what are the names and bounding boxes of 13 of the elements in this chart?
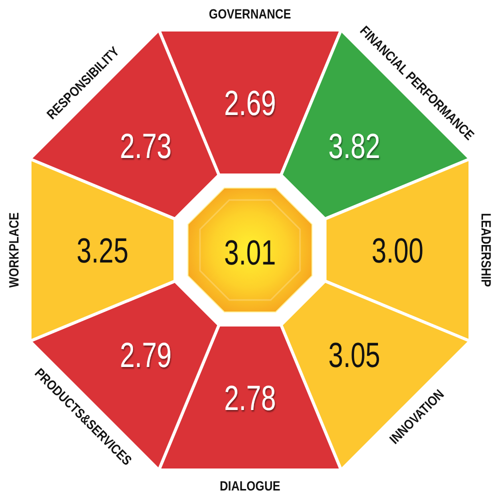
data-label: 2.69 (224, 84, 276, 123)
category-label: DIALOGUE (220, 478, 280, 494)
data-label: 2.78 (224, 378, 276, 418)
data-label: 3.05 (328, 335, 380, 375)
data-label: 2.79 (120, 335, 172, 375)
data-label: 2.73 (120, 126, 172, 166)
data-label: 3.82 (328, 126, 380, 166)
data-label: 3.25 (76, 231, 128, 270)
category-label: GOVERNANCE (208, 6, 292, 22)
data-label: 3.00 (372, 231, 424, 270)
text: 3.01 (224, 233, 276, 272)
category-label: LEADERSHIP (478, 213, 494, 287)
category-label: WORKPLACE (6, 212, 22, 288)
